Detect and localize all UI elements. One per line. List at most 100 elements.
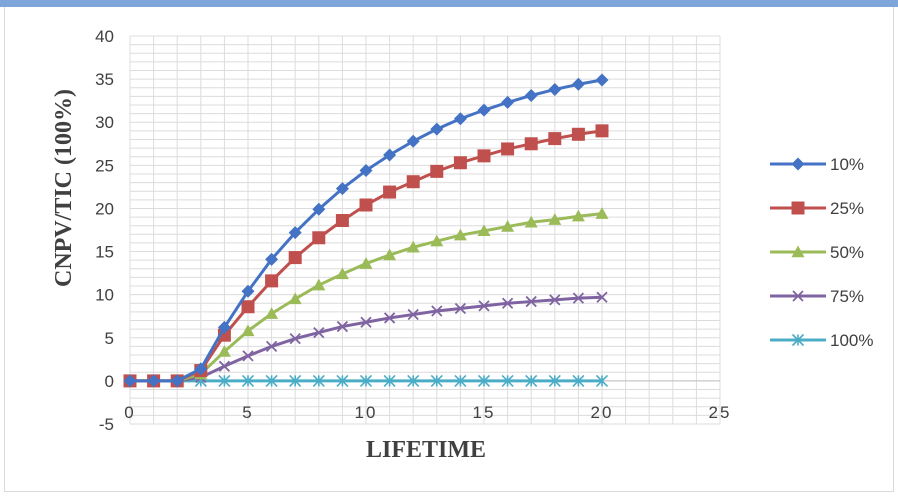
star-marker [791, 333, 805, 347]
diamond-marker [571, 77, 585, 91]
triangle-marker [359, 257, 373, 269]
diamond-marker [288, 226, 302, 240]
triangle-marker [595, 207, 609, 219]
star-marker [265, 374, 278, 387]
triangle-marker [501, 220, 515, 232]
triangle-marker [477, 224, 491, 237]
x-marker [792, 290, 804, 302]
y-tick-label: 5 [105, 329, 114, 348]
diamond-marker [477, 103, 491, 117]
diamond-marker [359, 164, 373, 178]
triangle-marker [430, 234, 444, 247]
star-marker [218, 374, 231, 387]
triangle-marker [791, 245, 805, 258]
x-tick-label: 20 [591, 403, 614, 422]
star-marker [336, 374, 349, 387]
x-tick-label: 25 [709, 403, 732, 422]
diamond-marker [453, 112, 467, 126]
x-tick-label: 0 [124, 403, 135, 422]
triangle-marker [312, 278, 326, 291]
x-marker [549, 294, 561, 306]
diamond-marker [501, 95, 515, 109]
star-marker [525, 374, 538, 387]
x-marker [360, 316, 372, 328]
star-marker [383, 374, 396, 387]
y-tick-label: 30 [95, 113, 114, 132]
diamond-marker [548, 82, 562, 96]
chart-area [4, 7, 894, 492]
square-marker [595, 124, 609, 138]
square-marker [241, 300, 255, 314]
square-marker [288, 251, 302, 265]
diamond-marker [406, 134, 420, 148]
y-tick-label: 10 [95, 286, 114, 305]
y-tick-label: 25 [95, 156, 114, 175]
square-marker [430, 164, 444, 178]
diamond-marker [791, 157, 805, 171]
legend-item: 100% [770, 331, 873, 350]
triangle-marker [335, 267, 349, 280]
legend-label: 10% [830, 155, 864, 174]
series-50pct [123, 207, 609, 387]
square-marker [501, 142, 515, 156]
star-marker [595, 374, 609, 387]
diamond-marker [170, 374, 184, 388]
triangle-marker [383, 248, 397, 261]
triangle-marker [571, 209, 585, 222]
square-marker [406, 175, 420, 189]
star-marker [241, 374, 255, 387]
square-marker [335, 214, 349, 228]
x-marker [336, 320, 349, 333]
triangle-marker [453, 228, 467, 241]
triangle-marker [524, 215, 538, 228]
series-10pct [123, 73, 609, 388]
square-marker [524, 137, 538, 151]
y-tick-labels: -5 0 5 10 15 20 25 30 35 40 [95, 27, 114, 434]
x-marker [572, 292, 585, 304]
square-marker [791, 201, 805, 215]
diamond-marker [595, 73, 609, 87]
y-tick-label: 0 [105, 372, 114, 391]
legend-label: 100% [830, 331, 873, 350]
star-marker [430, 374, 443, 387]
diamond-marker [217, 320, 231, 334]
star-marker [477, 374, 491, 387]
star-marker [312, 374, 325, 387]
diamond-marker [123, 374, 137, 388]
diamond-marker [265, 252, 279, 266]
series-group [123, 73, 609, 388]
square-marker [312, 231, 326, 245]
square-marker [571, 127, 585, 141]
diamond-marker [147, 374, 161, 388]
y-tick-label: 15 [95, 243, 114, 262]
diamond-marker [312, 202, 326, 216]
legend-label: 50% [830, 243, 864, 262]
y-tick-label: 20 [95, 199, 114, 218]
x-axis-title: LIFETIME [366, 437, 486, 463]
square-marker [265, 274, 279, 288]
x-marker [478, 300, 490, 312]
triangle-marker [265, 307, 279, 319]
legend: 10% 25% 50% 75% 100% [770, 155, 873, 350]
legend-item: 10% [770, 155, 864, 174]
star-marker [548, 374, 561, 387]
star-marker [501, 374, 514, 387]
star-marker [454, 374, 467, 387]
x-tick-label: 15 [473, 403, 496, 422]
diamond-marker [524, 88, 538, 102]
top-accent-bar [0, 0, 898, 7]
diamond-marker [194, 362, 208, 376]
star-marker [572, 374, 585, 387]
y-tick-label: -5 [99, 415, 114, 434]
x-marker [501, 297, 514, 309]
y-tick-label: 40 [95, 27, 114, 46]
legend-item: 75% [770, 287, 864, 306]
x-marker [242, 350, 254, 362]
diamond-marker [383, 148, 397, 162]
star-marker [289, 374, 302, 387]
triangle-marker [406, 240, 420, 253]
legend-label: 75% [830, 287, 864, 306]
diamond-marker [430, 122, 444, 136]
